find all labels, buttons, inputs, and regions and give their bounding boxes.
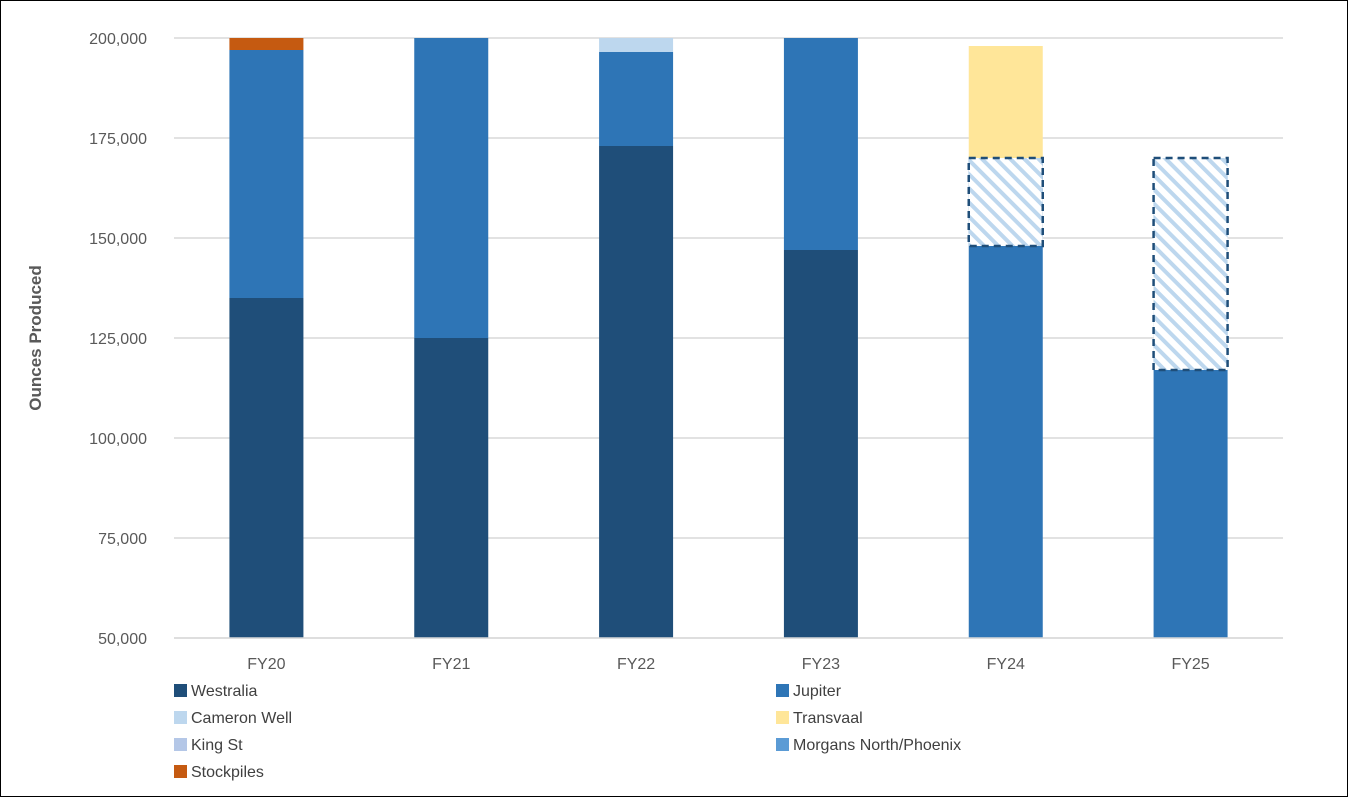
bar-segment (599, 146, 674, 638)
y-tick-label: 200,000 (89, 31, 147, 48)
target-box (1152, 156, 1229, 372)
x-tick-label: FY23 (802, 656, 840, 673)
legend-swatch (174, 738, 187, 751)
legend: Westralia Jupiter Cameron Well Transvaal Kin… (174, 683, 961, 781)
x-tick-label: FY24 (987, 656, 1025, 673)
legend-label: Jupiter (793, 683, 842, 700)
x-axis-ticks: FY20 FY21 FY22 FY23 FY24 FY25 (247, 656, 1210, 673)
y-tick-label: 100,000 (89, 431, 147, 448)
legend-label: Cameron Well (191, 710, 292, 727)
bar-segment (783, 250, 858, 638)
bar-segment (229, 38, 304, 50)
x-tick-label: FY20 (247, 656, 285, 673)
bar-segment (599, 38, 674, 52)
x-tick-label: FY25 (1171, 656, 1209, 673)
bar-segment (968, 46, 1043, 158)
bar-segment (783, 38, 858, 250)
legend-label: King St (191, 737, 243, 754)
y-tick-label: 50,000 (98, 631, 147, 648)
y-axis-ticks: 50,000 75,000 100,000 125,000 150,000 175,000… (89, 31, 147, 648)
y-tick-label: 150,000 (89, 231, 147, 248)
bar-segment (414, 38, 489, 338)
bar-segment (229, 50, 304, 298)
legend-label: Transvaal (793, 710, 863, 727)
target-box (967, 156, 1044, 248)
y-axis-label: Ounces Produced (26, 265, 45, 410)
gridlines (174, 37, 1283, 639)
x-tick-label: FY21 (432, 656, 470, 673)
legend-swatch (776, 711, 789, 724)
bar-segment (229, 298, 304, 638)
y-tick-label: 125,000 (89, 331, 147, 348)
legend-swatch (776, 738, 789, 751)
legend-label: Morgans North/Phoenix (793, 737, 961, 754)
y-tick-label: 175,000 (89, 131, 147, 148)
legend-swatch (776, 684, 789, 697)
bar-segment (599, 52, 674, 146)
bars (174, 38, 1283, 639)
x-tick-label: FY22 (617, 656, 655, 673)
legend-swatch (174, 684, 187, 697)
bar-segment (414, 338, 489, 638)
legend-label: Stockpiles (191, 764, 264, 781)
legend-swatch (174, 711, 187, 724)
y-tick-label: 75,000 (98, 531, 147, 548)
legend-swatch (174, 765, 187, 778)
legend-label: Westralia (191, 683, 257, 700)
